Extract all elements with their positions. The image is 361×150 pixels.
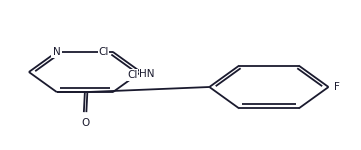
Text: HN: HN	[139, 69, 155, 79]
Text: F: F	[334, 82, 339, 92]
Text: N: N	[53, 47, 61, 57]
Text: Cl: Cl	[99, 47, 109, 57]
Text: O: O	[81, 118, 89, 128]
Text: Cl: Cl	[127, 70, 138, 80]
